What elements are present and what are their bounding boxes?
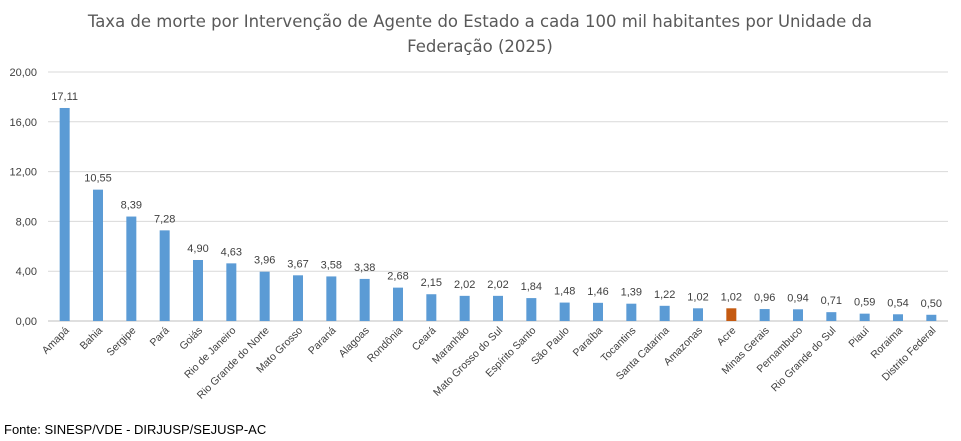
bar (926, 314, 937, 321)
bar (159, 230, 170, 321)
y-axis-tick-labels: 0,00 4,00 8,00 12,00 16,00 20,00 (9, 67, 37, 328)
data-label: 3,67 (287, 258, 308, 270)
data-label: 0,96 (754, 292, 775, 304)
bar (326, 276, 337, 321)
bar (726, 308, 737, 321)
y-tick-label: 8,00 (16, 216, 37, 228)
x-tick-label: Rio Grande do Sul (769, 325, 839, 395)
y-tick-label: 4,00 (16, 266, 37, 278)
bar (859, 313, 870, 321)
x-tick-label: Ceará (410, 325, 439, 354)
x-tick-label: Sergipe (104, 325, 138, 359)
data-label: 2,15 (421, 277, 442, 289)
y-tick-label: 16,00 (9, 117, 37, 129)
data-label: 4,63 (221, 246, 242, 258)
data-label: 0,54 (887, 297, 908, 309)
bar (559, 302, 570, 321)
bar (293, 275, 303, 321)
data-label: 0,50 (921, 298, 942, 310)
bar (93, 189, 103, 321)
x-tick-label: Pará (148, 325, 172, 349)
bar (759, 309, 770, 321)
data-label: 7,28 (154, 213, 175, 225)
data-label: 1,84 (521, 281, 542, 293)
y-tick-label: 12,00 (9, 167, 37, 179)
data-label: 3,58 (321, 259, 342, 271)
data-label: 1,22 (654, 289, 675, 301)
y-tick-label: 20,00 (9, 67, 37, 79)
x-tick-label: Rondônia (365, 325, 405, 365)
data-label: 17,11 (51, 91, 78, 103)
data-label: 2,02 (454, 279, 475, 291)
x-tick-label: Bahia (78, 325, 106, 353)
source-note: Fonte: SINESP/VDE - DIRJUSP/SEJUSP-AC (4, 422, 267, 437)
bar (826, 312, 837, 321)
x-tick-label: Acre (715, 325, 739, 349)
data-labels: 17,11 10,55 8,39 7,28 4,90 4,63 3,96 3,67 3,58 3,… (51, 91, 942, 310)
data-label: 0,94 (787, 292, 808, 304)
chart-title: Taxa de morte por Intervenção de Agente … (87, 12, 872, 56)
chart-title-line-1: Taxa de morte por Intervenção de Agente … (87, 12, 872, 31)
data-label: 1,02 (721, 291, 742, 303)
bar (393, 287, 403, 321)
data-label: 3,38 (354, 262, 375, 274)
data-label: 1,46 (587, 286, 608, 298)
bars (59, 107, 937, 321)
chart-title-line-2: Federação (2025) (407, 37, 553, 56)
x-tick-label: Paraná (306, 325, 339, 358)
bar (359, 278, 370, 321)
bar (459, 295, 470, 321)
data-label: 0,71 (821, 295, 842, 307)
bar (59, 107, 70, 321)
bar (193, 259, 203, 321)
bar (126, 216, 137, 321)
data-label: 4,90 (187, 243, 208, 255)
bar (693, 308, 703, 321)
data-label: 2,68 (387, 271, 408, 283)
bar-chart: Taxa de morte por Intervenção de Agente … (9, 12, 948, 402)
y-tick-label: 0,00 (16, 316, 37, 328)
bar (526, 298, 537, 321)
bar (893, 314, 903, 321)
chart-area: Taxa de morte por Intervenção de Agente … (9, 12, 948, 402)
x-tick-label: Piauí (846, 325, 871, 350)
bar (426, 294, 437, 321)
data-label: 1,02 (687, 291, 708, 303)
bar (226, 263, 237, 321)
bar (259, 271, 270, 321)
data-label: 10,55 (84, 173, 112, 185)
bar (493, 295, 503, 321)
data-label: 3,96 (254, 255, 275, 267)
bar (593, 302, 603, 321)
bar (793, 309, 803, 321)
data-label: 0,59 (854, 297, 875, 309)
data-label: 1,39 (621, 287, 642, 299)
bar (659, 305, 670, 321)
x-tick-label: Amapá (40, 325, 72, 357)
bar (626, 303, 637, 321)
data-label: 2,02 (487, 279, 508, 291)
data-label: 8,39 (121, 200, 142, 212)
x-tick-label: Goiás (177, 325, 205, 353)
data-label: 1,48 (554, 286, 575, 298)
